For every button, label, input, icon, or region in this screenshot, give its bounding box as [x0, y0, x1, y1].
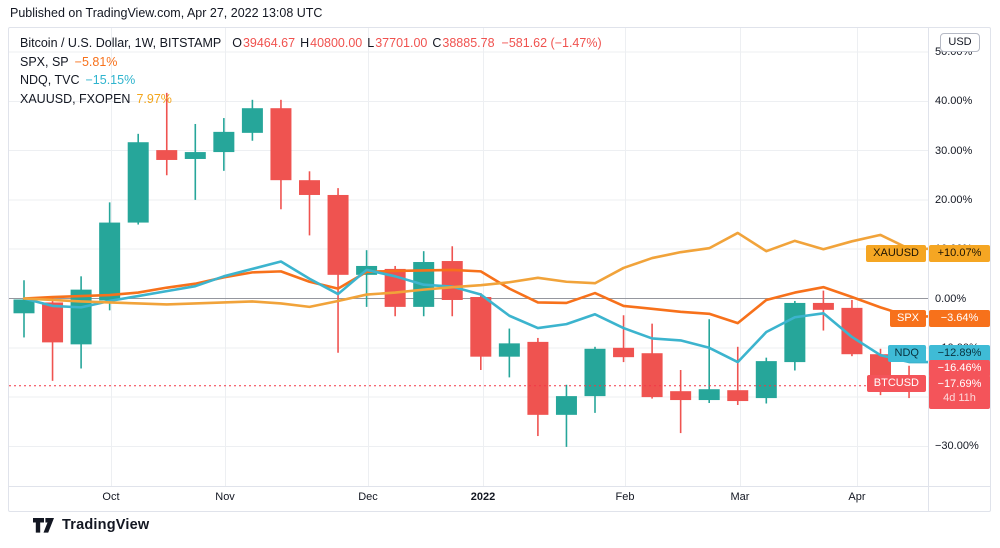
ohlc-value: 39464.67: [242, 36, 296, 50]
price-value-badge: −3.64%: [929, 309, 990, 327]
candle: [441, 246, 463, 317]
candle: [527, 337, 549, 437]
ohlc-value: 40800.00: [310, 36, 363, 50]
chart-plot-area[interactable]: [9, 28, 990, 511]
tradingview-logo-icon[interactable]: [33, 517, 54, 533]
candle: [613, 315, 635, 363]
candle: [42, 297, 64, 381]
ohlc-value: 37701.00: [375, 36, 428, 50]
legend-compare-row-spx[interactable]: SPX, SP −5.81%: [20, 53, 602, 72]
series-label-badge-ndq: NDQ: [887, 345, 926, 363]
time-tick-label: Nov: [215, 491, 235, 503]
candle: [498, 328, 520, 378]
candle: [470, 293, 492, 370]
ohlc-value: 38885.78: [442, 36, 495, 50]
candle: [127, 133, 149, 225]
time-tick-label: Apr: [848, 491, 866, 503]
candle: [184, 123, 206, 200]
compare-symbol: XAUUSD, FXOPEN: [20, 91, 131, 106]
price-value-badge: −17.69% 4d 11h: [929, 374, 990, 409]
candle: [555, 384, 577, 447]
candle: [270, 99, 292, 210]
candle: [698, 319, 720, 404]
time-tick-label: Mar: [730, 491, 750, 503]
price-tick-label: 30.00%: [935, 144, 973, 157]
candle: [727, 346, 749, 405]
bar-change-value: −581.62 (−1.47%): [501, 36, 602, 50]
series-label-badge-btcusd: BTCUSD: [866, 374, 926, 392]
compare-change-value: −15.15%: [85, 73, 136, 88]
compare-symbol: NDQ, TVC: [20, 73, 80, 88]
candle: [299, 171, 320, 236]
candle: [784, 300, 806, 371]
chart-legend: Bitcoin / U.S. Dollar, 1W, BITSTAMP O3946…: [20, 34, 602, 108]
candle: [70, 276, 92, 369]
price-tick-label: −30.00%: [935, 440, 979, 453]
ohlc-key: O: [232, 36, 242, 50]
compare-line-spx: [22, 268, 930, 325]
time-tick-label: Oct: [102, 491, 120, 503]
time-tick-label: Dec: [358, 491, 378, 503]
candle: [641, 323, 663, 399]
published-caption: Published on TradingView.com, Apr 27, 20…: [10, 6, 323, 20]
price-chart-canvas: [9, 28, 990, 511]
candle: [13, 280, 35, 338]
candle: [327, 188, 349, 353]
candle: [584, 346, 606, 413]
candle: [812, 290, 834, 331]
main-symbol-title: Bitcoin / U.S. Dollar, 1W, BITSTAMP: [20, 36, 222, 50]
legend-main-row[interactable]: Bitcoin / U.S. Dollar, 1W, BITSTAMP O3946…: [20, 34, 602, 53]
price-tick-label: 40.00%: [935, 95, 973, 108]
price-value-badge: −12.89%: [929, 345, 990, 363]
series-label-badge-spx: SPX: [889, 309, 926, 327]
candle: [99, 202, 121, 311]
candle: [241, 99, 263, 141]
chart-widget: Bitcoin / U.S. Dollar, 1W, BITSTAMP O3946…: [8, 27, 991, 512]
price-tick-label: 20.00%: [935, 193, 973, 206]
candle: [213, 118, 235, 171]
compare-change-value: 7.97%: [136, 91, 172, 106]
compare-symbol: SPX, SP: [20, 54, 69, 69]
price-value-badge: −16.46%: [929, 359, 990, 377]
tradingview-brand-text[interactable]: TradingView: [62, 517, 150, 533]
price-value-badge: +10.07%: [929, 244, 990, 262]
compare-line-xauusd: [22, 231, 930, 309]
time-tick-label: Feb: [615, 491, 635, 503]
ohlc-key: C: [432, 36, 442, 50]
candle: [156, 92, 178, 176]
bar-countdown: 4d 11h: [943, 391, 976, 404]
legend-compare-row-xauusd[interactable]: XAUUSD, FXOPEN 7.97%: [20, 90, 602, 109]
candle: [670, 369, 692, 434]
time-tick-label: 2022: [470, 491, 496, 503]
price-tick-label: 0.00%: [935, 292, 967, 305]
legend-compare-row-ndq[interactable]: NDQ, TVC −15.15%: [20, 71, 602, 90]
candle: [755, 357, 777, 404]
ohlc-key: L: [367, 36, 375, 50]
compare-change-value: −5.81%: [74, 54, 118, 69]
compare-line-ndq: [22, 260, 930, 364]
series-label-badge-xauusd: XAUUSD: [866, 244, 926, 262]
candle: [841, 299, 863, 357]
time-axis[interactable]: [9, 487, 928, 511]
currency-toggle-button[interactable]: USD: [940, 33, 980, 52]
ohlc-key: H: [300, 36, 310, 50]
footer-attribution: TradingView: [33, 517, 149, 533]
